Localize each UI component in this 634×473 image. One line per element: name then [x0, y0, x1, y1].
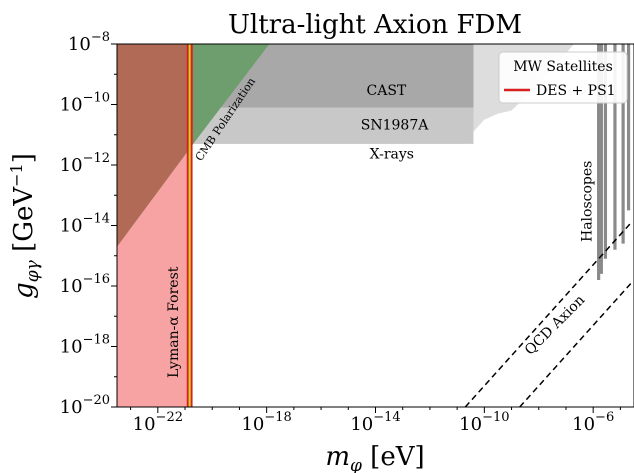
qcd-axion-line-1 [519, 282, 632, 407]
y-tick-label: 10−8 [68, 30, 110, 55]
y-label-sub: φγ [23, 259, 43, 282]
legend: MW Satellites DES + PS1 [498, 51, 628, 104]
legend-box [498, 51, 628, 104]
y-tick-label: 10−12 [60, 151, 110, 176]
label-lyman-forest: Lyman-α Forest [166, 266, 182, 378]
y-label-unit-post: ] [9, 153, 39, 163]
x-tick-label: 10−22 [133, 410, 183, 435]
x-tick-label: 10−18 [241, 410, 291, 435]
y-tick-label: 10−20 [60, 393, 110, 418]
y-axis-label: gφγ [GeV−1] [7, 153, 43, 299]
x-axis-ticks: 10−22 10−18 10−14 10−10 10−6 [130, 407, 621, 435]
label-sn1987a: SN1987A [361, 118, 429, 134]
x-label-unit: [eV] [362, 442, 425, 472]
y-tick-label: 10−18 [60, 333, 110, 358]
legend-title: MW Satellites [513, 59, 613, 75]
exclusion-regions [117, 44, 575, 407]
region-unlabeled [117, 44, 194, 247]
qcd-axion-line-0 [464, 221, 632, 407]
label-haloscopes: Haloscopes [580, 161, 596, 242]
label-cast: CAST [367, 83, 407, 99]
y-tick-label: 10−10 [60, 91, 110, 116]
y-tick-label: 10−14 [60, 212, 110, 237]
legend-label-des-ps1: DES + PS1 [536, 83, 616, 99]
x-tick-label: 10−14 [350, 410, 400, 435]
x-tick-label: 10−6 [572, 410, 614, 435]
label-qcd-axion: QCD Axion [522, 292, 588, 358]
x-label-sub: φ [350, 456, 362, 473]
chart-title: Ultra-light Axion FDM [228, 10, 522, 40]
x-tick-label: 10−10 [459, 410, 509, 435]
x-axis-label: mφ [eV] [325, 442, 424, 473]
x-label-base: m [325, 442, 350, 472]
y-label-unit-pre: [GeV [9, 186, 39, 261]
y-axis-ticks: 10−8 10−10 10−12 10−14 10−16 10−18 10−20 [60, 30, 117, 418]
y-tick-label: 10−16 [60, 272, 110, 297]
y-label-base: g [9, 282, 39, 299]
y-label-unit-exp: −1 [7, 163, 26, 187]
label-x-rays: X-rays [370, 146, 414, 162]
